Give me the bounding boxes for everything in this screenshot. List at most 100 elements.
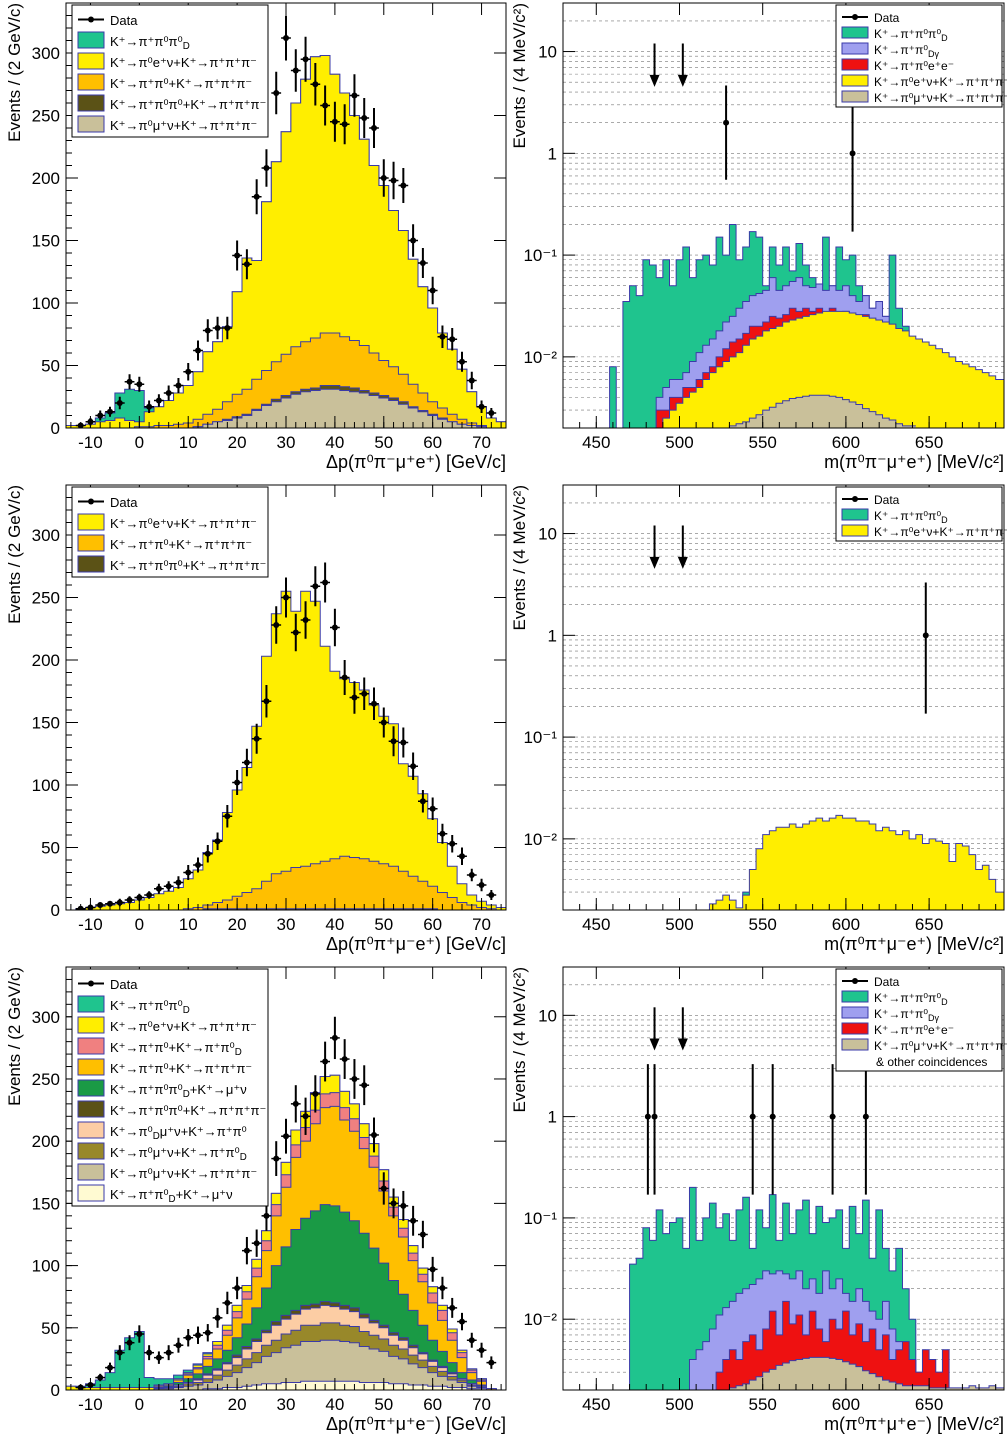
data-points xyxy=(922,582,929,714)
data-point xyxy=(723,119,730,126)
x-tick-label: 40 xyxy=(325,433,344,452)
legend-box xyxy=(71,486,269,578)
legend-swatch xyxy=(841,990,869,1003)
data-points xyxy=(644,1064,869,1195)
data-point xyxy=(126,378,133,385)
y-tick-label: 150 xyxy=(32,232,60,251)
y-tick-label: 1 xyxy=(548,1108,557,1127)
down-arrow-icon xyxy=(677,1038,688,1051)
legend-label: K⁺→π⁰e⁺ν+K⁺→π⁺π⁺π⁻ xyxy=(110,1019,257,1034)
data-point xyxy=(459,1318,465,1325)
legend-label: K⁺→π⁰e⁺ν+K⁺→π⁺π⁺π⁻ xyxy=(874,75,1007,89)
legend-swatch xyxy=(77,1058,105,1076)
data-point xyxy=(371,1131,377,1138)
legend: Data K⁺→π⁺π⁰π⁰D​K⁺→π⁺π⁰Dγ​K⁺→π⁺π⁰e⁺e⁻ K⁺→π… xyxy=(835,968,1007,1072)
data-point xyxy=(488,410,495,416)
legend-swatch xyxy=(77,1037,105,1055)
legend-label: K⁺→π⁺π⁰π⁰D​ xyxy=(874,509,948,525)
legend-swatch xyxy=(77,94,105,112)
data-point xyxy=(651,1113,658,1120)
legend-label: K⁺→π⁰μ⁺ν+K⁺→π⁺π⁺π⁻ xyxy=(110,118,257,133)
legend-swatch xyxy=(77,1016,105,1034)
data-point xyxy=(769,1113,776,1120)
hist-khaki xyxy=(729,395,916,428)
data-point xyxy=(136,1331,143,1338)
data-point xyxy=(749,1113,756,1120)
data-point xyxy=(468,872,475,878)
data-point xyxy=(429,287,436,294)
data-point xyxy=(459,853,465,860)
legend-label: K⁺→π⁺π⁰π⁰+K⁺→π⁺π⁺π⁻ xyxy=(110,558,266,573)
data-point xyxy=(116,1349,123,1356)
data-point xyxy=(341,121,348,128)
legend-label: & other coincidences xyxy=(876,1055,987,1069)
data-point xyxy=(204,1329,211,1336)
down-arrow-icon xyxy=(649,74,660,87)
data-point xyxy=(400,739,407,746)
legend-box xyxy=(835,4,1003,108)
data-point xyxy=(292,1100,299,1107)
legend-label: K⁺→π⁺π⁰π⁰+K⁺→π⁺π⁺π⁻ xyxy=(110,1103,266,1118)
data-point xyxy=(351,92,358,99)
data-point xyxy=(488,892,495,898)
data-point xyxy=(214,1314,221,1321)
data-point xyxy=(155,1354,162,1361)
hist-yellow xyxy=(66,590,506,910)
y-tick-label: 50 xyxy=(41,357,60,376)
hist-khaki xyxy=(729,1357,1004,1390)
data-point xyxy=(253,735,260,742)
x-tick-label: 550 xyxy=(749,433,777,452)
data-point xyxy=(331,118,338,125)
legend-label: K⁺→π⁰μ⁺ν+K⁺→π⁺π⁺π⁻ xyxy=(110,1166,257,1181)
data-point xyxy=(234,779,241,786)
legend-swatch xyxy=(77,1142,105,1160)
data-point xyxy=(283,594,289,601)
legend-box xyxy=(71,4,269,138)
x-axis-title: Δp(π⁰π⁺μ⁺e⁻) [GeV/c] xyxy=(326,1414,506,1434)
data-point xyxy=(371,700,377,707)
data-point xyxy=(175,1342,182,1349)
x-tick-label: 40 xyxy=(325,915,344,934)
data-points xyxy=(723,85,856,232)
x-tick-label: 0 xyxy=(135,433,144,452)
legend-swatch xyxy=(77,513,105,531)
data-point xyxy=(351,694,358,701)
down-arrow-icon xyxy=(649,556,660,569)
y-tick-label: 0 xyxy=(51,1381,60,1400)
data-point xyxy=(224,1299,231,1306)
x-axis-title: m(π⁰π⁺μ⁻e⁺) [MeV/c²] xyxy=(824,934,1004,954)
plot-frame xyxy=(562,2,1005,429)
x-tick-label: 20 xyxy=(228,433,247,452)
legend-label: Data xyxy=(874,975,900,989)
legend-label: K⁺→π⁺π⁰+K⁺→π⁺π⁰D​ xyxy=(110,1040,242,1058)
data-point xyxy=(829,1113,836,1120)
legend-box xyxy=(71,968,269,1207)
x-axis-title: m(π⁰π⁺μ⁺e⁻) [MeV/c²] xyxy=(824,1414,1004,1434)
legend: Data K⁺→π⁺π⁰π⁰D​ K⁺→π⁰e⁺ν+K⁺→π⁺π⁺π⁻ K⁺→π⁺π⁰… xyxy=(71,4,269,138)
y-axis: 0 50 100 150 200 250 300 Events / (2 GeV/c) xyxy=(5,967,506,1400)
x-tick-label: 70 xyxy=(472,433,491,452)
down-arrow-icon xyxy=(677,556,688,569)
y-tick-label: 10⁻¹ xyxy=(523,728,557,747)
y-tick-label: 150 xyxy=(32,1194,60,1213)
legend-swatch xyxy=(841,1006,869,1019)
data-point xyxy=(312,1090,319,1097)
data-point xyxy=(146,403,153,410)
x-tick-label: 550 xyxy=(749,915,777,934)
y-axis-title: Events / (4 MeV/c²) xyxy=(510,967,529,1112)
legend-label: K⁺→π⁺π⁰π⁰+K⁺→π⁺π⁺π⁻ xyxy=(110,97,266,112)
data-point xyxy=(439,1284,446,1291)
x-tick-label: -10 xyxy=(78,433,103,452)
x-tick-label: 0 xyxy=(135,915,144,934)
x-tick-label: 60 xyxy=(423,1395,442,1414)
data-point xyxy=(263,698,270,705)
legend-data-marker xyxy=(88,498,94,505)
data-point xyxy=(126,897,133,903)
legend-label: K⁺→π⁺π⁰π⁰D​ xyxy=(874,991,948,1007)
legend-label: K⁺→π⁺π⁰+K⁺→π⁺π⁺π⁻ xyxy=(110,537,252,552)
data-point xyxy=(312,81,319,88)
